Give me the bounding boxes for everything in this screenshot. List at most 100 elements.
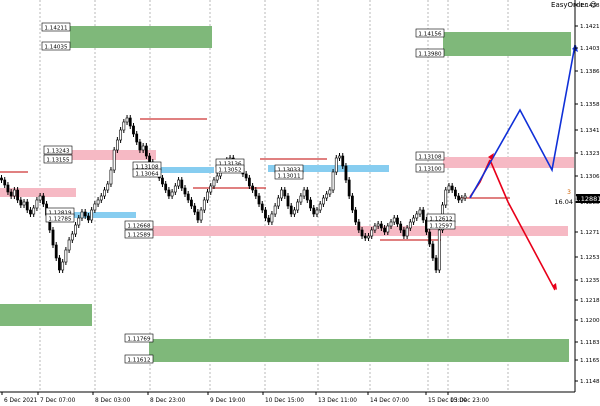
candle-body: [315, 209, 319, 215]
candle-body: [344, 165, 348, 181]
price-tick-label: 1.13410: [580, 128, 600, 134]
level-label: 1.13980: [415, 48, 445, 58]
candle-body: [144, 145, 148, 157]
time-tick-label: 15 Dec 03:00: [428, 398, 467, 404]
blue-forecast: [469, 44, 576, 199]
candle-body: [206, 191, 209, 201]
price-tick-label: 1.13860: [580, 69, 600, 75]
candle-body: [96, 199, 100, 205]
blue-zone-a: [156, 167, 214, 173]
one-click-trading[interactable]: EasyOrder ☺: [551, 1, 597, 9]
price-tick-label: 1.14385: [580, 3, 600, 9]
level-label-text: 1.13052: [218, 168, 241, 174]
level-label: 1.14035: [41, 41, 71, 51]
candle-body: [267, 217, 271, 223]
red-forecast-down: [489, 159, 556, 291]
one-click-label[interactable]: EasyOrder: [551, 1, 588, 9]
time-tick-label: 6 Dec 2021: [4, 398, 38, 404]
level-label-text: 1.13108: [418, 155, 442, 161]
price-tick-label: 1.13585: [580, 102, 600, 108]
candle-body: [80, 211, 84, 219]
candle-body: [212, 179, 216, 187]
level-label: 1.13243: [43, 145, 73, 155]
demand-zone-bottom-left: [0, 304, 92, 326]
price-tick-label: 1.12530: [580, 255, 600, 261]
red-arrow-head: [552, 283, 557, 290]
candle-body: [251, 185, 254, 191]
level-label: 1.13100: [415, 163, 445, 173]
price-tick-label: 1.13235: [580, 151, 600, 157]
candle-body: [283, 189, 287, 197]
candle-body: [276, 197, 280, 207]
vertical-grid: [39, 0, 509, 392]
level-label-text: 1.13100: [418, 167, 442, 173]
blue-zone-b: [268, 165, 389, 172]
candle-body: [247, 177, 251, 187]
price-tick-label: 1.12710: [580, 230, 600, 236]
level-label: 1.13108: [415, 151, 445, 161]
candle-body: [454, 189, 457, 197]
level-label: 1.13052: [215, 164, 245, 174]
candle-body: [257, 195, 261, 205]
candle-body: [328, 189, 332, 195]
demand-zone-top-left: [70, 26, 212, 48]
candle-body: [360, 229, 364, 237]
candle-body: [138, 141, 142, 151]
candle-body: [41, 195, 45, 205]
level-label-text: 1.14211: [44, 26, 68, 32]
candle-body: [35, 199, 39, 209]
candle-body: [392, 217, 396, 223]
candle-body: [161, 177, 164, 185]
candle-body: [58, 257, 61, 271]
level-label: 1.14211: [41, 22, 71, 32]
candle-body: [19, 199, 23, 206]
candle-body: [289, 205, 293, 215]
info-small: 3: [567, 189, 571, 196]
candle-body: [244, 173, 248, 179]
level-labels: 1.14211 1.14035 1.14156 1.13980 1.13243 1.131…: [41, 22, 456, 364]
candle-body: [51, 229, 55, 246]
candle-body: [347, 179, 351, 197]
candle-body: [354, 209, 358, 223]
candle-body: [341, 155, 345, 167]
price-tick-label: 1.14210: [580, 24, 600, 30]
price-tick-label: 1.12005: [580, 318, 600, 324]
candle-body: [67, 239, 71, 251]
candle-body: [444, 189, 448, 206]
time-axis: 6 Dec 2021 7 Dec 07:00 8 Dec 03:00 8 Dec 23…: [0, 391, 575, 404]
red-arrow-head: [488, 153, 494, 160]
level-label-text: 1.13011: [277, 174, 301, 180]
level-label: 1.12785: [45, 213, 75, 223]
level-label-text: 1.13243: [46, 149, 70, 155]
time-tick-label: 7 Dec 07:00: [40, 398, 76, 404]
candle-body: [260, 203, 264, 211]
candle-body: [293, 209, 296, 215]
price-tick-label: 1.11830: [580, 340, 600, 346]
candle-body: [190, 199, 193, 207]
candle-body: [25, 201, 29, 211]
level-label-text: 1.12612: [429, 217, 452, 223]
candle-body: [148, 155, 151, 163]
candle-body: [447, 185, 451, 191]
candle-body: [367, 235, 370, 239]
candle-body: [325, 193, 329, 199]
candle-body: [338, 155, 341, 159]
level-label-text: 1.13108: [135, 165, 159, 171]
level-label-text: 1.13136: [218, 162, 242, 168]
level-label-text: 1.12668: [127, 224, 151, 230]
candle-body: [32, 207, 36, 215]
candle-body: [135, 133, 139, 143]
level-label-text: 1.11612: [127, 358, 150, 364]
candle-body: [183, 187, 187, 195]
level-label: 1.13064: [132, 168, 162, 178]
price-axis: 1.14385 1.14210 1.14035 1.13860 1.13585 1.134…: [574, 0, 600, 392]
candle-body: [431, 243, 435, 259]
candle-body: [90, 209, 94, 221]
candle-body: [396, 217, 399, 225]
candle-body: [12, 189, 16, 197]
candle-body: [167, 189, 171, 197]
candle-body: [273, 205, 277, 215]
level-label-text: 1.13980: [418, 52, 442, 58]
candle-body: [54, 244, 58, 259]
